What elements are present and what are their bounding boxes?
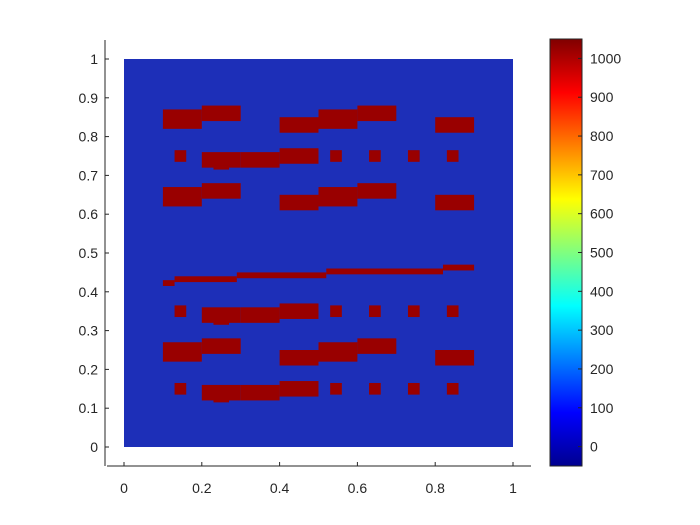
x-tick-label: 0.8: [425, 480, 445, 496]
x-tick-label: 0.6: [348, 480, 368, 496]
colorbar-tick-label: 1000: [590, 50, 621, 66]
colorbar-tick-label: 100: [590, 400, 614, 416]
y-tick-label: 0.5: [79, 245, 99, 261]
y-tick-label: 0.6: [79, 206, 99, 222]
x-tick-label: 0: [120, 480, 128, 496]
x-tick-label: 0.2: [192, 480, 212, 496]
heatmap-block: [174, 305, 187, 318]
heatmap-block: [279, 350, 319, 366]
heatmap-block: [357, 183, 397, 199]
colorbar-gradient: [549, 38, 583, 467]
heatmap-block: [240, 152, 280, 168]
colorbar-tick-label: 800: [590, 128, 614, 144]
heatmap-block: [407, 150, 420, 162]
colorbar-tick-label: 200: [590, 361, 614, 377]
heatmap-block: [162, 187, 202, 207]
heatmap-block: [435, 117, 475, 133]
heatmap-block: [279, 117, 319, 133]
heatmap-block: [279, 303, 319, 319]
heatmap-block: [213, 320, 230, 325]
heatmap-block: [369, 305, 381, 318]
heatmap-block: [201, 384, 241, 401]
heatmap-block: [446, 150, 459, 162]
y-tick-label: 0.2: [79, 361, 99, 377]
heatmap-block: [318, 342, 358, 362]
heatmap-block: [279, 148, 319, 164]
y-tick-label: 0.8: [79, 129, 99, 145]
heatmap-block: [369, 150, 381, 162]
heatmap-block: [318, 187, 358, 207]
colorbar-tick-label: 500: [590, 245, 614, 261]
heatmap-block: [369, 382, 381, 395]
heatmap-block: [279, 381, 319, 397]
heatmap-block: [162, 342, 202, 362]
heatmap-block: [162, 109, 202, 129]
heatmap-block: [330, 150, 342, 162]
colorbar-tick-label: 600: [590, 206, 614, 222]
x-tick-label: 0.4: [270, 480, 290, 496]
heatmap-block: [174, 276, 237, 283]
colorbar-tick-label: 700: [590, 167, 614, 183]
x-tick-label: 1: [509, 480, 517, 496]
heatmap-block: [407, 305, 420, 318]
heatmap-block: [330, 382, 342, 395]
heatmap-block: [435, 350, 475, 366]
heatmap-block: [213, 165, 230, 170]
colorbar-tick-label: 300: [590, 322, 614, 338]
heatmap-block: [201, 105, 241, 122]
heatmap-block: [201, 183, 241, 199]
colorbar-tick-label: 400: [590, 283, 614, 299]
heatmap-block: [279, 194, 319, 211]
plot-area: [124, 59, 513, 447]
y-tick-label: 0.3: [79, 323, 99, 339]
heatmap-block: [442, 264, 475, 271]
y-axis: 0 0.1 0.2 0.3 0.4 0.5 0.6 0.7 0.8 0.9 1: [79, 40, 109, 466]
y-tick-label: 0.4: [79, 284, 99, 300]
y-tick-label: 0: [90, 439, 98, 455]
x-axis: 0 0.2 0.4 0.6 0.8 1: [107, 462, 531, 496]
y-tick-label: 0.9: [79, 90, 99, 106]
heatmap-block: [201, 338, 241, 354]
heatmap-block: [446, 305, 459, 318]
heatmap-block: [174, 382, 187, 395]
y-tick-label: 0.7: [79, 167, 99, 183]
heatmap-block: [326, 268, 443, 275]
heatmap-block: [357, 338, 397, 354]
heatmap-block: [201, 307, 241, 323]
heatmap-block: [236, 272, 327, 279]
heatmap-block: [435, 194, 475, 211]
heatmap-block: [213, 398, 230, 403]
heatmap-block: [318, 109, 358, 129]
heatmap-block: [174, 150, 187, 162]
heatmap-block: [240, 307, 280, 323]
heatmap-block: [446, 382, 459, 395]
heatmap-block: [240, 384, 280, 401]
colorbar: 0 100 200 300 400 500 600 700 800 900 1000: [549, 38, 621, 467]
heatmap-block: [407, 382, 420, 395]
heatmap-block: [201, 152, 241, 168]
colorbar-tick-label: 0: [590, 439, 598, 455]
y-tick-label: 1: [90, 51, 98, 67]
heatmap-block: [357, 105, 397, 122]
heatmap-block: [162, 280, 175, 286]
heatmap-block: [330, 305, 342, 318]
y-tick-label: 0.1: [79, 400, 99, 416]
colorbar-tick-label: 900: [590, 89, 614, 105]
